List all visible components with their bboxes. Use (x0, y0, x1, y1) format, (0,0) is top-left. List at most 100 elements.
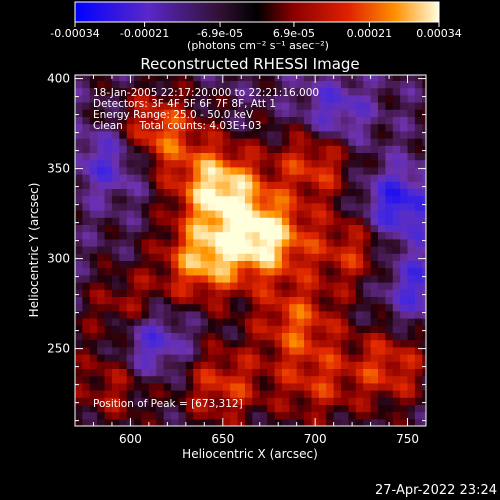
heatmap-cell (304, 267, 313, 276)
heatmap-cell (156, 130, 165, 139)
heatmap-cell (119, 87, 128, 96)
heatmap-cell (326, 375, 335, 384)
heatmap-cell (97, 210, 106, 218)
heatmap-cell (326, 418, 335, 426)
heatmap-cell (141, 94, 150, 103)
heatmap-cell (215, 123, 224, 132)
heatmap-cell (244, 116, 253, 125)
heatmap-cell (281, 94, 290, 103)
heatmap-cell (289, 109, 298, 117)
heatmap-cell (422, 181, 426, 189)
heatmap-cell (407, 224, 416, 233)
heatmap-cell (333, 346, 342, 355)
heatmap-cell (311, 267, 320, 276)
heatmap-cell (281, 390, 290, 398)
heatmap-cell (400, 411, 409, 420)
heatmap-cell (267, 339, 276, 348)
heatmap-cell (193, 318, 202, 326)
heatmap-cell (296, 75, 305, 81)
heatmap-cell (193, 217, 202, 225)
heatmap-cell (178, 274, 187, 283)
heatmap-cell (400, 109, 409, 117)
heatmap-cell (215, 296, 224, 305)
heatmap-cell (185, 166, 194, 175)
heatmap-cell (230, 418, 239, 426)
heatmap-cell (385, 246, 394, 254)
heatmap-cell (97, 411, 106, 420)
heatmap-cell (377, 418, 386, 426)
heatmap-cell (252, 238, 261, 247)
colorbar-tick-label: -6.9e-05 (197, 27, 243, 40)
heatmap-cell (400, 318, 409, 326)
heatmap-cell (89, 303, 98, 312)
heatmap-cell (348, 375, 357, 384)
heatmap-cell (392, 418, 401, 426)
heatmap-cell (355, 109, 364, 117)
heatmap-cell (304, 310, 313, 319)
heatmap-cell (252, 382, 261, 391)
heatmap-cell (126, 217, 135, 225)
heatmap-cell (318, 253, 327, 261)
heatmap-cell (274, 145, 283, 153)
heatmap-cell (341, 418, 350, 426)
heatmap-cell (119, 253, 128, 261)
heatmap-cell (208, 339, 216, 348)
heatmap-cell (311, 174, 320, 182)
heatmap-cell (341, 303, 350, 312)
heatmap-cell (119, 375, 128, 384)
heatmap-cell (318, 404, 327, 413)
heatmap-cell (377, 346, 386, 355)
heatmap-cell (75, 361, 83, 369)
heatmap-cell (252, 325, 261, 333)
heatmap-cell (111, 109, 120, 117)
heatmap-cell (222, 397, 231, 405)
heatmap-cell (392, 210, 401, 218)
heatmap-cell (119, 361, 128, 369)
heatmap-cell (111, 87, 120, 96)
heatmap-cell (341, 289, 350, 297)
heatmap-cell (171, 397, 180, 405)
heatmap-cell (377, 87, 386, 96)
heatmap-cell (126, 274, 135, 283)
heatmap-cell (392, 75, 401, 81)
heatmap-cell (370, 397, 379, 405)
heatmap-cell (377, 138, 386, 146)
heatmap-cell (82, 310, 91, 319)
heatmap-cell (178, 346, 187, 355)
heatmap-cell (134, 202, 143, 211)
heatmap-cell (200, 166, 209, 175)
heatmap-cell (370, 152, 379, 161)
heatmap-cell (385, 217, 394, 225)
heatmap-cell (185, 130, 194, 139)
heatmap-cell (141, 310, 150, 319)
heatmap-cell (237, 318, 246, 326)
heatmap-cell (259, 210, 268, 218)
heatmap-cell (363, 174, 372, 182)
heatmap-cell (348, 116, 357, 125)
heatmap-cell (208, 303, 216, 312)
heatmap-cell (333, 361, 342, 369)
heatmap-cell (163, 267, 172, 276)
heatmap-cell (171, 181, 180, 189)
heatmap-cell (333, 404, 342, 413)
heatmap-cell (104, 404, 113, 413)
heatmap-cell (348, 274, 357, 283)
heatmap-cell (126, 202, 135, 211)
heatmap-cell (237, 260, 246, 269)
heatmap-cell (208, 138, 216, 146)
heatmap-cell (200, 130, 209, 139)
heatmap-cell (111, 282, 120, 290)
heatmap-cell (75, 109, 83, 117)
heatmap-cell (200, 390, 209, 398)
heatmap-cell (178, 397, 187, 405)
heatmap-cell (82, 138, 91, 146)
heatmap-cell (333, 382, 342, 391)
heatmap-cell (215, 411, 224, 420)
heatmap-cell (311, 181, 320, 189)
heatmap-cell (230, 224, 239, 233)
heatmap-cell (392, 361, 401, 369)
heatmap-cell (148, 354, 157, 362)
heatmap-cell (75, 246, 83, 254)
heatmap-cell (422, 282, 426, 290)
heatmap-cell (97, 130, 106, 139)
